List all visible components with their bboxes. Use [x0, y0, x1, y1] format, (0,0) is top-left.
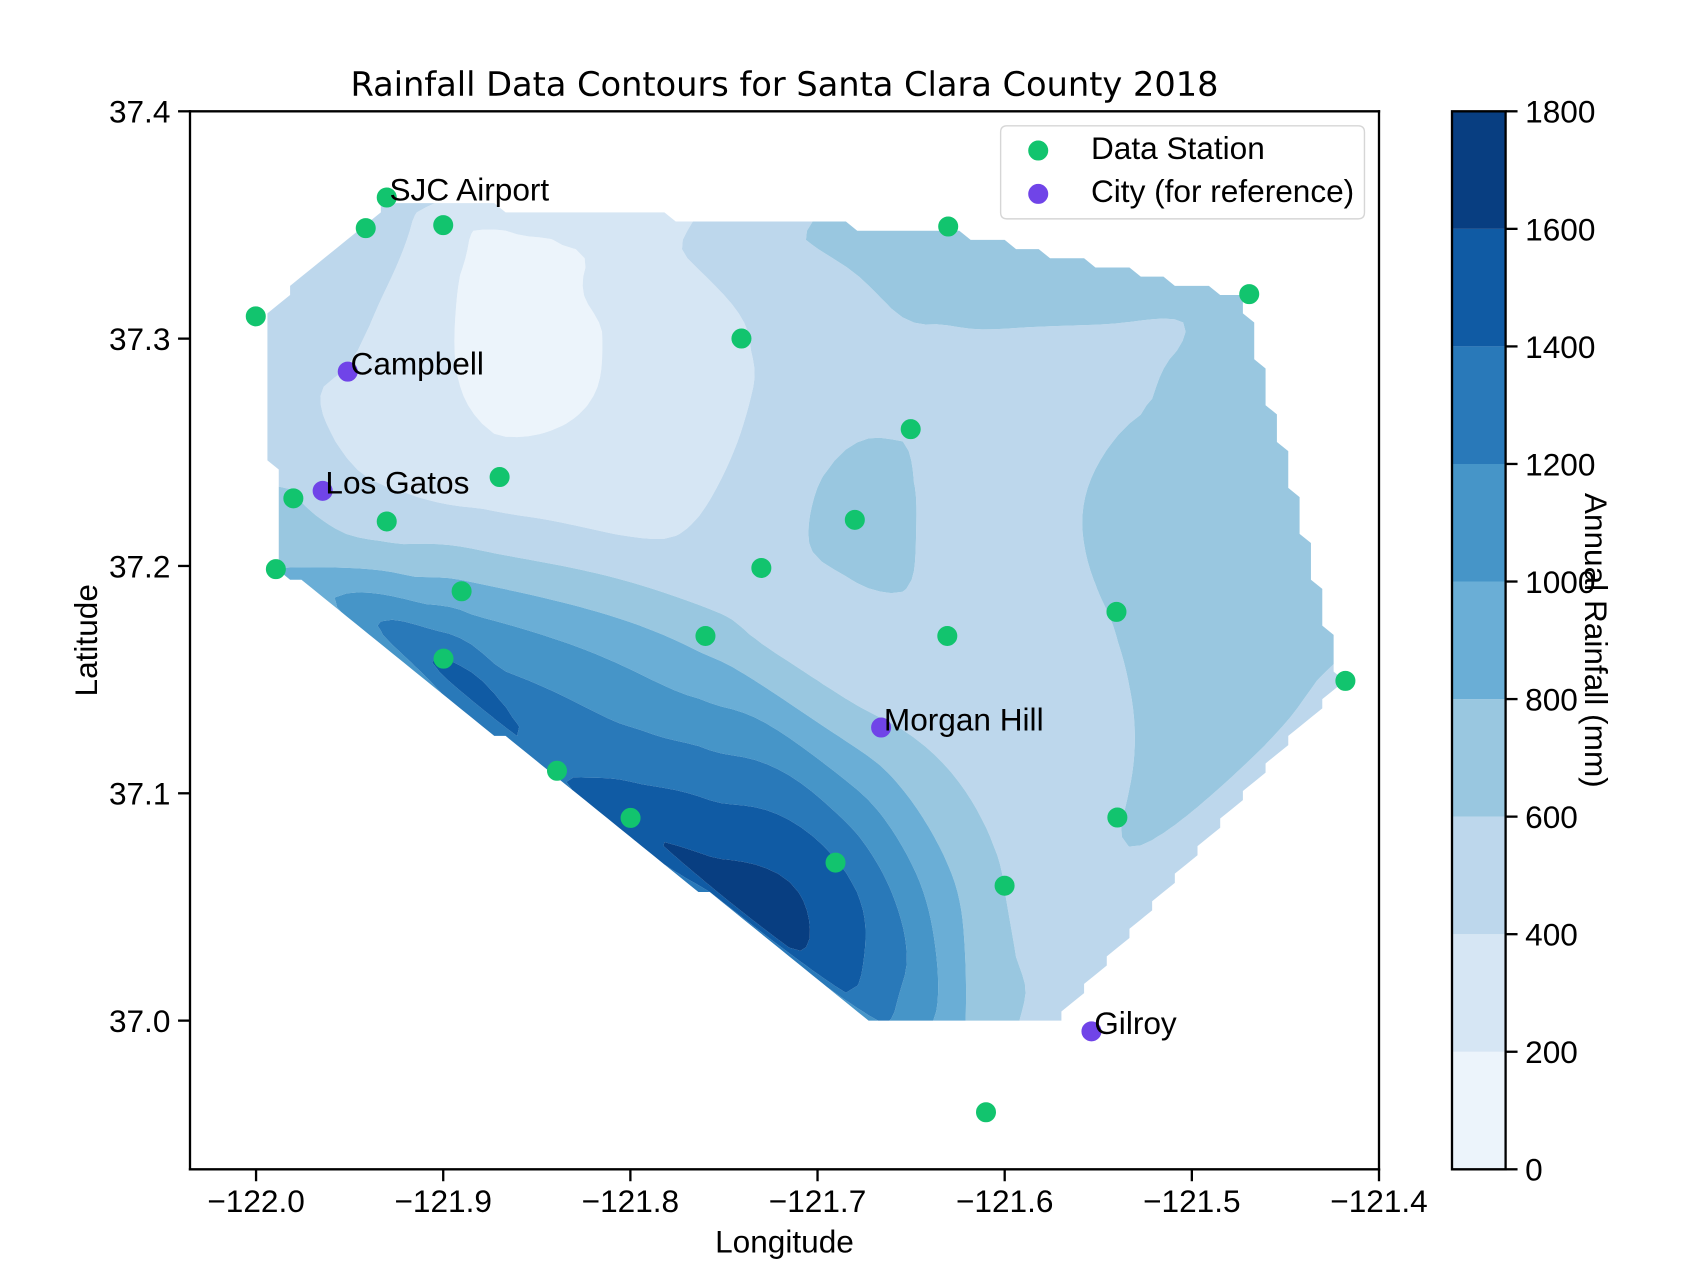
- svg-text:200: 200: [1525, 1034, 1578, 1070]
- svg-text:Morgan Hill: Morgan Hill: [884, 701, 1044, 737]
- svg-text:400: 400: [1525, 917, 1578, 953]
- svg-text:Annual Rainfall (mm): Annual Rainfall (mm): [1578, 493, 1614, 788]
- svg-text:1800: 1800: [1525, 94, 1595, 130]
- svg-text:City (for reference): City (for reference): [1091, 173, 1354, 209]
- svg-text:37.0: 37.0: [109, 1003, 170, 1039]
- svg-text:Longitude: Longitude: [715, 1223, 854, 1259]
- svg-text:1400: 1400: [1525, 329, 1595, 365]
- svg-text:−121.4: −121.4: [1330, 1183, 1427, 1219]
- svg-text:600: 600: [1525, 799, 1578, 835]
- svg-text:37.4: 37.4: [109, 94, 170, 130]
- svg-text:−121.6: −121.6: [956, 1183, 1053, 1219]
- svg-text:0: 0: [1525, 1152, 1543, 1188]
- svg-text:Gilroy: Gilroy: [1094, 1005, 1177, 1041]
- svg-text:1000: 1000: [1525, 564, 1595, 600]
- svg-text:Data Station: Data Station: [1091, 130, 1265, 166]
- svg-text:1200: 1200: [1525, 446, 1595, 482]
- svg-text:SJC Airport: SJC Airport: [390, 171, 550, 207]
- svg-text:Latitude: Latitude: [68, 584, 104, 696]
- svg-text:37.1: 37.1: [109, 776, 170, 812]
- svg-text:−121.8: −121.8: [582, 1183, 679, 1219]
- svg-text:−122.0: −122.0: [207, 1183, 304, 1219]
- svg-text:37.3: 37.3: [109, 321, 170, 357]
- svg-text:Campbell: Campbell: [351, 345, 484, 381]
- svg-text:−121.5: −121.5: [1143, 1183, 1240, 1219]
- svg-text:Los Gatos: Los Gatos: [325, 465, 469, 501]
- svg-text:1600: 1600: [1525, 211, 1595, 247]
- svg-text:−121.9: −121.9: [394, 1183, 491, 1219]
- svg-text:37.2: 37.2: [109, 548, 170, 584]
- svg-text:−121.7: −121.7: [769, 1183, 866, 1219]
- svg-text:800: 800: [1525, 682, 1578, 718]
